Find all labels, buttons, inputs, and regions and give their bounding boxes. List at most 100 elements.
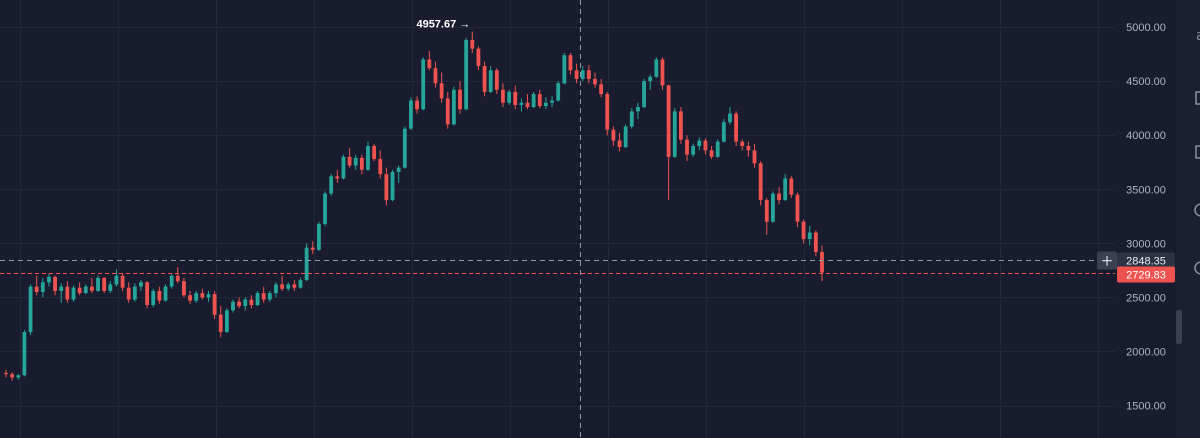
candle-body	[114, 275, 119, 285]
candle-body	[145, 282, 150, 305]
candle-body	[261, 293, 266, 300]
candle-body	[593, 78, 597, 85]
candle-body	[310, 247, 315, 250]
candle-body	[488, 70, 493, 92]
candle-body	[777, 193, 781, 201]
toolbar-icon-4[interactable]	[1194, 203, 1200, 217]
candle-body	[59, 286, 64, 291]
candle-body	[740, 141, 745, 146]
toolbar-icon-1[interactable]: a	[1196, 28, 1200, 44]
candle-body	[580, 70, 585, 79]
candle-body	[556, 83, 561, 101]
crosshair-price-label: 2848.35	[1126, 256, 1166, 268]
grid	[0, 0, 1115, 438]
candle-body	[317, 223, 321, 250]
candle-body	[34, 286, 39, 292]
candle-body	[697, 140, 702, 146]
candle-body	[28, 286, 33, 333]
candle-body	[286, 284, 291, 289]
candle-body	[660, 59, 665, 86]
candle-body	[169, 275, 174, 287]
candle-body	[752, 150, 757, 164]
toolbar-icon-3[interactable]	[1195, 145, 1200, 159]
candle-body	[623, 126, 628, 148]
candle-body	[102, 277, 107, 291]
candle-body	[224, 310, 229, 333]
candle-body	[359, 157, 364, 170]
candle-body	[163, 286, 168, 301]
candle-body	[758, 163, 763, 201]
y-tick-label: 4000.00	[1126, 130, 1166, 142]
candle-body	[666, 85, 671, 157]
candle-body	[89, 286, 94, 291]
candle-body	[678, 111, 683, 140]
candle-body	[231, 301, 235, 311]
candle-body	[813, 232, 818, 252]
candle-body	[421, 59, 426, 110]
candle-body	[654, 59, 659, 77]
crosshair-price-tag: 2848.35	[1117, 252, 1175, 269]
candle-body	[218, 314, 223, 333]
candle-body	[801, 221, 806, 240]
candle-body	[77, 287, 82, 294]
candle-body	[648, 76, 653, 82]
candle-body	[562, 55, 567, 84]
candle-body	[721, 122, 726, 142]
add-alert-button[interactable]: +	[1097, 251, 1117, 270]
candle-body	[206, 294, 211, 298]
candle-body	[390, 171, 395, 201]
candle-body	[599, 84, 604, 95]
candle-body	[108, 284, 113, 291]
candle-body	[685, 139, 689, 155]
candle-body	[139, 282, 143, 287]
candle-body	[494, 70, 499, 90]
candle-body	[525, 102, 530, 108]
candle-body	[482, 65, 487, 92]
candle-body	[629, 111, 634, 127]
candle-body	[746, 146, 751, 151]
candle-body	[188, 295, 192, 301]
candle-body	[586, 70, 591, 79]
candle-body	[764, 200, 769, 222]
candle-body	[292, 284, 297, 288]
candle-body	[182, 281, 186, 296]
candle-body	[267, 293, 272, 300]
candle-body	[298, 280, 303, 288]
candle-body	[636, 107, 640, 112]
candle-body	[611, 129, 616, 141]
y-tick-label: 2500.00	[1126, 292, 1166, 304]
candle-body	[341, 156, 346, 179]
candle-body	[476, 48, 481, 66]
candle-body	[329, 176, 334, 194]
candle-body	[513, 91, 518, 105]
candle-body	[734, 113, 739, 142]
candle-body	[795, 194, 800, 222]
candle-body	[212, 294, 217, 315]
candle-body	[53, 276, 57, 291]
price-axis[interactable]	[1115, 0, 1177, 438]
y-tick-label: 5000.00	[1126, 22, 1166, 34]
candle-body	[384, 174, 389, 201]
candle-body	[789, 178, 794, 195]
toolbar-icon-5[interactable]	[1194, 261, 1200, 275]
candle-body	[672, 111, 677, 157]
y-tick-label: 4500.00	[1126, 76, 1166, 88]
y-tick-label: 3500.00	[1126, 184, 1166, 196]
plus-icon: +	[1101, 252, 1114, 270]
candle-body	[550, 100, 554, 103]
candle-body	[40, 282, 45, 292]
toolbar-icon-2[interactable]	[1195, 91, 1200, 105]
candle-body	[470, 40, 475, 49]
candle-body	[96, 277, 100, 291]
candle-body	[507, 91, 511, 103]
right-toolbar: a	[1176, 0, 1200, 438]
scroll-handle[interactable]	[1176, 310, 1182, 344]
candle-body	[65, 286, 70, 300]
candle-body	[16, 375, 21, 378]
candle-body	[151, 290, 156, 305]
price-axis-labels: 1500.00 2000.00 2500.00 3000.00 3500.00 4000.…	[1126, 22, 1166, 413]
candle-body	[22, 332, 27, 376]
candle-body	[642, 81, 646, 108]
candle-body	[243, 299, 248, 307]
